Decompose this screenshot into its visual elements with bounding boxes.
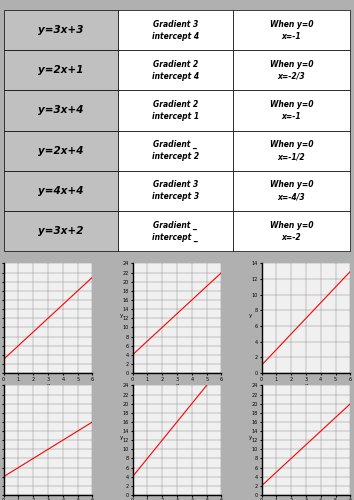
FancyBboxPatch shape: [233, 130, 350, 171]
Text: x=-1: x=-1: [282, 112, 301, 121]
Text: Gradient _: Gradient _: [153, 140, 197, 149]
Text: intercept 2: intercept 2: [152, 152, 199, 161]
Text: intercept _: intercept _: [152, 232, 198, 241]
Y-axis label: y: y: [249, 435, 252, 440]
Text: intercept 4: intercept 4: [152, 32, 199, 40]
FancyBboxPatch shape: [118, 50, 233, 90]
Text: y=2x+1: y=2x+1: [38, 66, 84, 76]
Text: x=-1/2: x=-1/2: [278, 152, 305, 161]
FancyBboxPatch shape: [118, 10, 233, 50]
Text: intercept 3: intercept 3: [152, 192, 199, 202]
Text: x=-4/3: x=-4/3: [278, 192, 305, 202]
Text: When y=0: When y=0: [270, 60, 313, 69]
Text: Gradient 3: Gradient 3: [153, 20, 198, 28]
Text: When y=0: When y=0: [270, 20, 313, 28]
FancyBboxPatch shape: [4, 171, 118, 211]
FancyBboxPatch shape: [233, 10, 350, 50]
Text: Gradient _: Gradient _: [153, 220, 197, 230]
FancyBboxPatch shape: [4, 50, 118, 90]
Text: y=3x+4: y=3x+4: [38, 106, 84, 116]
FancyBboxPatch shape: [118, 130, 233, 171]
Text: Gradient 2: Gradient 2: [153, 60, 198, 69]
Text: intercept 4: intercept 4: [152, 72, 199, 81]
Text: Gradient 3: Gradient 3: [153, 180, 198, 190]
FancyBboxPatch shape: [118, 171, 233, 211]
Text: x=-2: x=-2: [282, 232, 301, 241]
FancyBboxPatch shape: [118, 211, 233, 251]
FancyBboxPatch shape: [233, 90, 350, 130]
Text: These are difficult: These are difficult: [260, 263, 323, 269]
Text: y=3x+2: y=3x+2: [38, 226, 84, 236]
FancyBboxPatch shape: [233, 50, 350, 90]
Y-axis label: y: y: [120, 435, 123, 440]
X-axis label: x: x: [46, 383, 50, 388]
Text: When y=0: When y=0: [270, 180, 313, 190]
Text: When y=0: When y=0: [270, 140, 313, 149]
FancyBboxPatch shape: [233, 171, 350, 211]
Text: y=2x+4: y=2x+4: [38, 146, 84, 156]
Text: When y=0: When y=0: [270, 220, 313, 230]
Text: Gradient 2: Gradient 2: [153, 100, 198, 109]
Text: intercept 1: intercept 1: [152, 112, 199, 121]
FancyBboxPatch shape: [4, 130, 118, 171]
Text: y=4x+4: y=4x+4: [38, 186, 84, 196]
Text: When y=0: When y=0: [270, 100, 313, 109]
Text: y=3x+3: y=3x+3: [38, 25, 84, 35]
FancyBboxPatch shape: [233, 211, 350, 251]
Y-axis label: y: y: [249, 314, 252, 318]
FancyBboxPatch shape: [4, 10, 118, 50]
FancyBboxPatch shape: [4, 90, 118, 130]
X-axis label: x: x: [175, 383, 179, 388]
X-axis label: x: x: [304, 383, 308, 388]
FancyBboxPatch shape: [118, 90, 233, 130]
Text: x=-2/3: x=-2/3: [278, 72, 305, 81]
FancyBboxPatch shape: [4, 211, 118, 251]
Text: Start with these: Start with these: [33, 263, 89, 269]
Y-axis label: y: y: [120, 314, 123, 318]
Text: x=-1: x=-1: [282, 32, 301, 40]
